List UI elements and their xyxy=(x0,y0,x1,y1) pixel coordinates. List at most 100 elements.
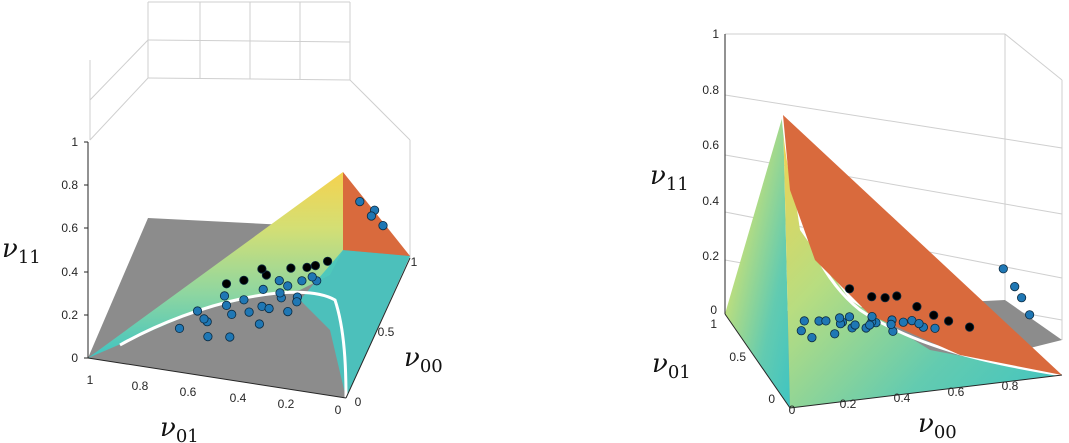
tick-label: 1 xyxy=(87,373,94,387)
right-z-ticks: 0 0.2 0.4 0.6 0.8 1 xyxy=(702,27,719,317)
left-y-axis-label: ν01 xyxy=(160,413,199,443)
left-axes xyxy=(84,141,411,399)
tick-label: 1 xyxy=(712,27,719,41)
data-point-blue xyxy=(221,300,232,310)
data-point-blue xyxy=(307,272,317,282)
data-point-blue xyxy=(799,316,809,326)
right-panel: 0 0.2 0.4 0.6 0.8 1 0 0.5 1 0 0.2 0.4 0.… xyxy=(650,27,1063,443)
tick-label: 0.4 xyxy=(894,391,911,405)
data-point-blue xyxy=(886,319,896,329)
data-point-black xyxy=(912,301,922,312)
data-point-black xyxy=(257,264,267,274)
data-point-blue xyxy=(274,275,284,286)
tick-label: 0 xyxy=(355,395,362,409)
right-orange-plane xyxy=(783,115,1062,375)
data-point-blue xyxy=(275,288,285,298)
data-point-black xyxy=(867,292,877,302)
left-y-ticks: 1 0.8 0.6 0.4 0.2 0 xyxy=(87,373,342,417)
tick-label: 0.4 xyxy=(230,391,247,405)
tick-label: 0.2 xyxy=(840,397,857,411)
tick-label: 0.2 xyxy=(278,397,295,411)
data-point-black xyxy=(964,322,975,332)
tick-label: 0.2 xyxy=(61,308,78,322)
data-point-black xyxy=(221,279,232,289)
tick-label: 0.4 xyxy=(702,194,719,208)
tick-label: 0.6 xyxy=(702,138,719,152)
tick-label: 1 xyxy=(71,135,78,149)
right-z-axis-label: ν11 xyxy=(650,161,689,195)
data-point-blue xyxy=(844,312,855,322)
data-point-blue xyxy=(258,284,268,294)
data-point-blue xyxy=(850,320,860,330)
tick-label: 1 xyxy=(411,255,418,269)
right-points xyxy=(796,264,1035,343)
data-point-blue xyxy=(378,221,388,231)
data-point-blue xyxy=(898,317,908,327)
data-point-black xyxy=(286,263,296,273)
data-point-blue xyxy=(283,306,293,317)
data-point-blue xyxy=(297,276,307,286)
left-parula-floor xyxy=(300,250,410,398)
data-point-blue xyxy=(830,329,840,339)
right-x-axis-label: ν00 xyxy=(918,409,957,443)
data-point-black xyxy=(943,316,954,326)
left-parula-surface xyxy=(88,172,343,358)
data-point-blue xyxy=(865,320,875,330)
right-y-ticks: 0 0.5 1 xyxy=(710,317,775,406)
tick-label: 0 xyxy=(710,303,717,317)
data-point-blue xyxy=(203,331,213,342)
data-point-blue xyxy=(264,303,274,314)
data-point-blue xyxy=(867,311,877,322)
data-point-blue xyxy=(796,326,806,336)
left-points xyxy=(174,197,388,342)
right-surfaces xyxy=(725,114,1063,408)
data-point-blue xyxy=(174,323,185,333)
left-boundary-curve xyxy=(119,290,348,399)
data-point-blue xyxy=(227,309,237,319)
data-point-blue xyxy=(1010,281,1020,292)
right-parula-left xyxy=(725,115,790,408)
data-point-blue xyxy=(355,197,365,207)
data-point-blue xyxy=(199,314,209,324)
data-point-blue xyxy=(219,291,230,301)
tick-label: 0 xyxy=(335,403,342,417)
data-point-blue xyxy=(834,313,845,323)
left-z-axis-label: ν11 xyxy=(2,234,41,268)
data-point-black xyxy=(880,293,890,303)
data-point-black xyxy=(322,256,333,266)
data-point-blue xyxy=(930,323,940,333)
data-point-blue xyxy=(283,281,293,291)
left-panel: 0 0.2 0.4 0.6 0.8 1 1 0.8 0.6 0.4 0.2 0 … xyxy=(2,1,443,443)
data-point-black xyxy=(844,284,855,294)
tick-label: 0.8 xyxy=(132,379,149,393)
data-point-black xyxy=(892,291,902,301)
data-point-blue xyxy=(225,332,235,342)
data-point-blue xyxy=(239,295,249,305)
data-point-blue xyxy=(366,211,376,221)
data-point-blue xyxy=(821,316,831,326)
data-point-blue xyxy=(1016,293,1027,303)
tick-label: 0.6 xyxy=(61,221,78,235)
data-point-black xyxy=(302,262,312,272)
tick-label: 0.8 xyxy=(61,178,78,192)
tick-label: 0.6 xyxy=(180,385,197,399)
right-axes xyxy=(724,34,1063,409)
tick-label: 0.8 xyxy=(702,83,719,97)
data-point-blue xyxy=(807,332,817,343)
tick-label: 0 xyxy=(768,392,775,406)
left-box-grid xyxy=(89,1,411,258)
tick-label: 0.5 xyxy=(378,325,395,339)
tick-label: 0 xyxy=(71,351,78,365)
data-point-blue xyxy=(292,297,302,307)
tick-label: 0 xyxy=(789,403,796,417)
left-z-ticks: 0 0.2 0.4 0.6 0.8 1 xyxy=(61,135,78,365)
right-y-axis-label: ν01 xyxy=(652,349,691,383)
right-x-ticks: 0 0.2 0.4 0.6 0.8 xyxy=(789,379,1019,417)
tick-label: 0.5 xyxy=(729,350,746,364)
data-point-blue xyxy=(192,306,203,316)
right-parula-floor xyxy=(783,115,1062,408)
data-point-blue xyxy=(914,318,924,329)
data-point-blue xyxy=(254,319,264,329)
tick-label: 0.8 xyxy=(1002,379,1019,393)
